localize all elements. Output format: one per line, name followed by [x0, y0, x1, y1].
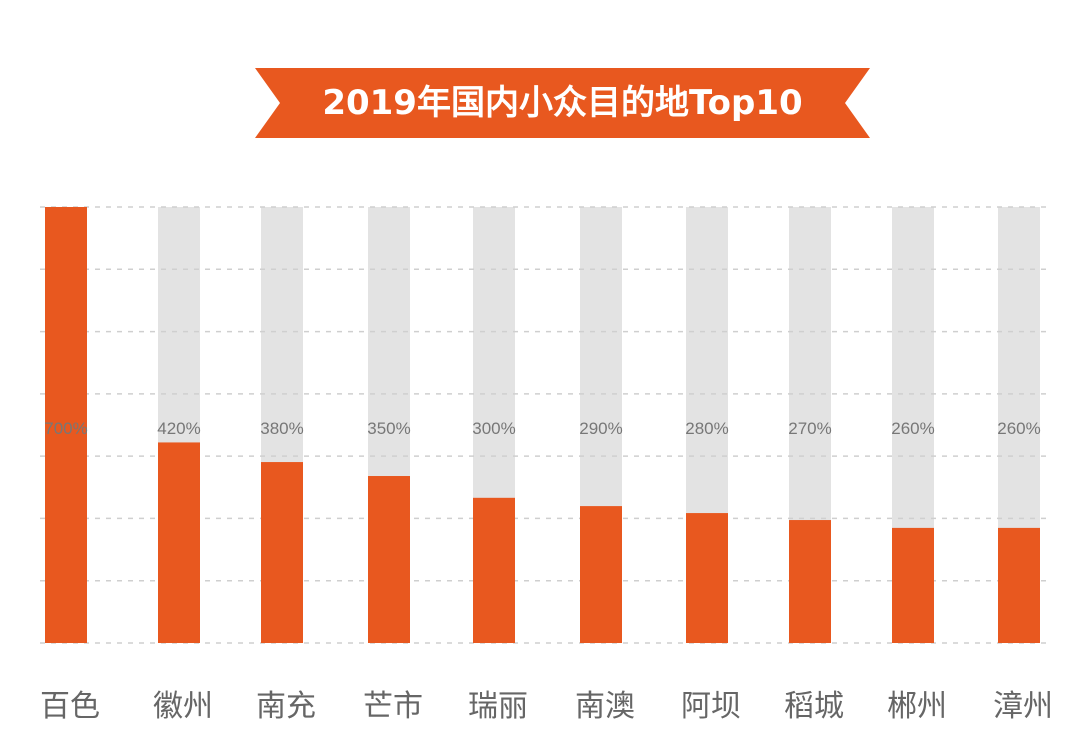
data-label: 350% — [367, 419, 410, 438]
data-label: 260% — [891, 419, 934, 438]
category-label: 芒市 — [363, 689, 423, 724]
bar — [261, 462, 303, 643]
category-label: 瑞丽 — [468, 689, 528, 724]
data-label: 420% — [157, 419, 200, 438]
data-label: 290% — [579, 419, 622, 438]
data-label: 260% — [997, 419, 1040, 438]
data-label: 380% — [260, 419, 303, 438]
category-label: 百色 — [40, 689, 100, 724]
category-label: 徽州 — [153, 689, 213, 724]
category-label: 阿坝 — [681, 689, 741, 724]
bar — [158, 442, 200, 643]
bar — [473, 497, 515, 643]
bar — [998, 527, 1040, 643]
data-label: 270% — [788, 419, 831, 438]
category-label: 南充 — [256, 689, 316, 724]
bar — [368, 476, 410, 643]
bar — [789, 520, 831, 643]
bar — [892, 527, 934, 643]
category-label: 郴州 — [887, 689, 947, 724]
data-label: 300% — [472, 419, 515, 438]
bar — [580, 506, 622, 643]
data-label: 280% — [685, 419, 728, 438]
category-label: 漳州 — [993, 689, 1053, 724]
chart-title: 2019年国内小众目的地Top10 — [322, 83, 803, 123]
title-banner — [255, 68, 870, 138]
bar — [686, 513, 728, 643]
category-label: 稻城 — [784, 689, 844, 724]
bar — [45, 207, 87, 643]
data-label: 700% — [44, 419, 87, 438]
category-label: 南澳 — [575, 689, 635, 724]
